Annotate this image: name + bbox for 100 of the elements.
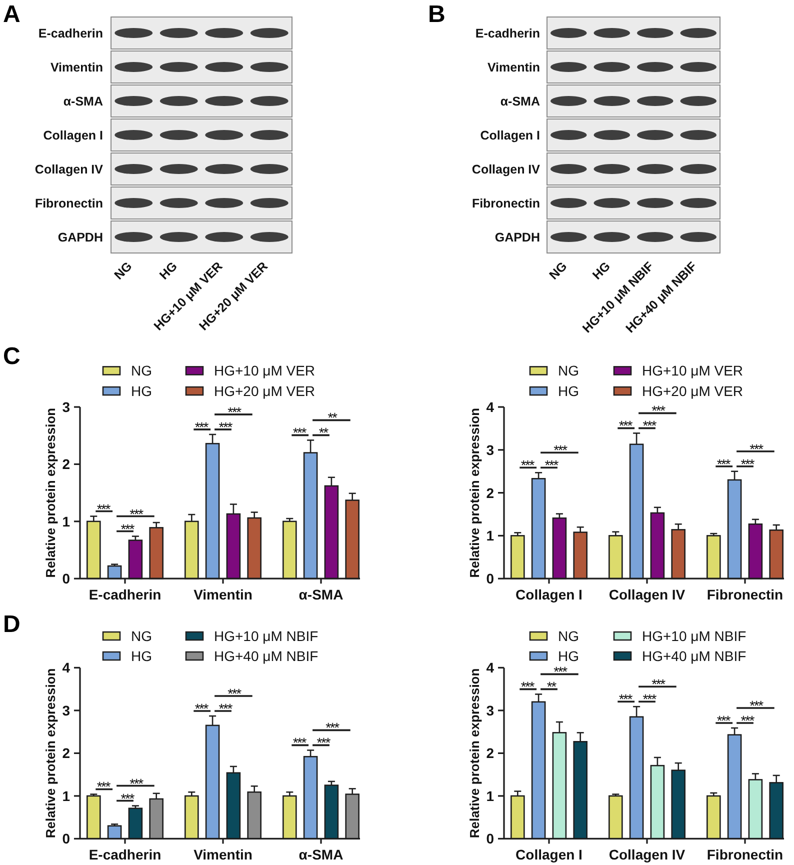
y-tick-label: 2 [62,456,70,472]
annotation: *** [228,404,242,420]
y-axis-title: Relative protein expression [467,668,482,838]
y-tick-label: 3 [486,702,494,718]
category-label: GAPDH [494,230,540,244]
y-tick-label: 4 [62,660,70,676]
annotation: ** [318,424,330,441]
category-label: α-SMA [500,94,540,108]
x-tick-label: Fibronectin [706,846,784,863]
annotation: *** [652,676,666,692]
legend-label: HG+40 μM NBIF [214,648,318,664]
y-tick-label: 1 [62,513,70,530]
x-tick-label: Vimentin [194,586,252,603]
annotation: *** [326,720,340,736]
annotation: *** [292,424,308,441]
annotation: *** [130,775,144,792]
annotation: *** [652,402,666,419]
annotation: ** [546,678,558,695]
category-label: Collagen IV [34,162,103,176]
annotation: *** [750,440,764,457]
annotation: *** [120,790,136,806]
y-tick-label: 0 [486,570,494,587]
annotation: *** [740,712,756,728]
annotation: *** [292,734,308,751]
y-tick-label: 0 [62,570,70,587]
annotation: *** [194,418,210,435]
legend-label: HG+10 μM VER [214,362,316,379]
annotation: *** [520,457,536,474]
category-label: Fibronectin [472,196,540,210]
category-label: E-cadherin [38,26,103,40]
chart-title: C [3,343,20,370]
annotation: *** [120,520,136,537]
legend-label: NG [558,628,579,644]
x-tick-label: Fibronectin [706,586,784,603]
y-tick-label: 2 [486,484,494,501]
y-tick-label: 2 [62,745,70,762]
category-label: Collagen I [480,128,540,142]
annotation: *** [544,457,560,474]
category-label: α-SMA [63,94,103,108]
annotation: *** [554,664,568,680]
legend-label: NG [131,628,152,644]
y-tick-label: 2 [486,745,494,762]
legend-label: HG [558,383,579,399]
annotation: *** [316,734,332,751]
legend-label: HG+20 μM VER [214,383,316,399]
annotation: *** [716,712,732,728]
y-tick-label: 0 [486,830,494,847]
legend-label: HG+10 μM VER [642,362,744,379]
y-tick-label: 3 [62,399,70,415]
y-tick-label: 1 [486,788,494,804]
annotation: *** [96,778,112,795]
category-label: NG [112,259,135,282]
category-label: Collagen IV [472,162,540,176]
x-tick-label: E-cadherin [88,586,162,603]
y-axis-title: Relative protein expression [43,668,58,838]
y-axis-title: Relative protein expression [467,408,482,578]
annotation: *** [618,691,634,708]
category-label: HG [156,259,180,282]
category-label: HG [590,259,613,282]
annotation: *** [618,418,634,434]
annotation: *** [228,686,242,702]
legend-label: HG+40 μM NBIF [642,648,746,664]
category-label: Vimentin [487,60,540,74]
x-tick-label: Collagen IV [608,846,686,863]
chart-title: D [3,611,20,638]
legend-label: HG+10 μM NBIF [214,628,318,644]
annotation: *** [130,506,144,522]
y-tick-label: 0 [62,830,70,847]
category-label: Vimentin [50,60,103,74]
legend-label: HG+20 μM VER [642,383,744,399]
x-tick-label: Vimentin [194,846,252,863]
annotation: *** [218,418,234,435]
y-axis-title: Relative protein expression [43,408,58,578]
annotation: *** [642,418,658,434]
x-tick-label: α-SMA [298,586,344,603]
category-label: E-cadherin [475,26,540,40]
x-tick-label: α-SMA [298,846,344,863]
x-tick-label: Collagen IV [608,586,686,603]
legend-label: NG [131,362,152,379]
annotation: ** [328,410,338,426]
y-tick-label: 1 [486,528,494,544]
y-tick-label: 4 [486,399,494,415]
annotation: *** [642,691,658,708]
annotation: *** [96,500,112,517]
y-tick-label: 3 [62,702,70,718]
category-label: GAPDH [58,230,103,244]
x-tick-label: Collagen I [516,846,582,863]
category-label: Collagen I [43,128,103,142]
y-tick-label: 3 [486,442,494,458]
legend-label: HG [558,648,579,664]
y-tick-label: 1 [62,788,70,804]
x-tick-label: E-cadherin [88,846,162,863]
text: A [3,1,20,28]
annotation: *** [750,697,764,714]
legend-label: HG+10 μM NBIF [642,628,746,644]
annotation: *** [716,456,732,472]
y-tick-label: 4 [486,660,494,676]
legend-label: HG [131,648,152,664]
category-label: NG [546,259,570,282]
category-label: Fibronectin [34,196,103,210]
